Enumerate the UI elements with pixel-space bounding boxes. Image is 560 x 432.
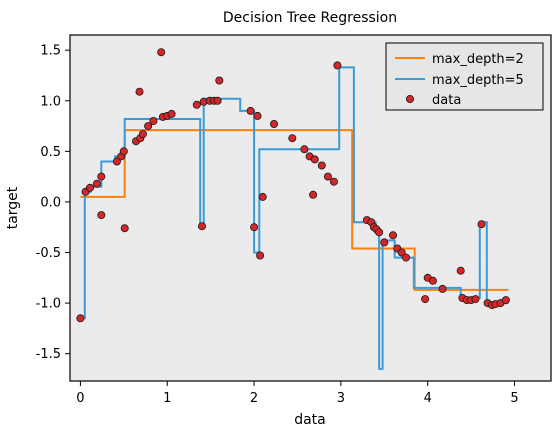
y-tick-label: -1.5	[36, 347, 61, 362]
data-point	[288, 134, 297, 143]
data-point	[119, 147, 128, 156]
data-point	[471, 295, 480, 304]
data-point	[269, 120, 278, 129]
data-point	[144, 122, 153, 131]
data-point	[329, 177, 338, 186]
data-point	[456, 266, 465, 275]
data-point	[317, 161, 326, 170]
data-point	[120, 224, 129, 233]
data-point	[258, 192, 267, 201]
legend: max_depth=2 max_depth=5 data	[385, 42, 544, 111]
data-point	[501, 296, 510, 305]
data-point	[86, 183, 95, 192]
data-point	[246, 106, 255, 115]
data-point	[388, 231, 397, 240]
x-tick-label: 5	[510, 391, 518, 406]
legend-swatch-data	[405, 95, 414, 104]
data-point	[215, 76, 224, 85]
legend-label-max-depth-2: max_depth=2	[432, 52, 524, 67]
chart-title: Decision Tree Regression	[223, 10, 397, 26]
y-tick-label: -1.0	[36, 297, 61, 312]
data-point	[97, 172, 106, 181]
legend-label-data: data	[432, 93, 461, 108]
y-axis: -1.5 -1.0 -0.5 0.0 0.5 1.0 1.5	[36, 44, 70, 362]
data-point	[309, 190, 318, 199]
data-point	[192, 100, 201, 109]
series-line-max-depth-5	[80, 66, 509, 370]
data-point	[76, 314, 85, 323]
series-layer	[76, 48, 510, 370]
y-tick-label: -0.5	[36, 246, 61, 261]
y-tick-label: 0.5	[40, 145, 61, 160]
y-tick-label: 0.0	[40, 195, 61, 210]
data-point	[149, 117, 158, 126]
x-tick-label: 0	[76, 391, 84, 406]
x-axis: 0 1 2 3 4 5	[76, 381, 519, 406]
data-point	[167, 109, 176, 118]
data-point	[380, 238, 389, 247]
data-point	[421, 295, 430, 304]
data-point	[323, 172, 332, 181]
data-point	[375, 228, 384, 237]
data-point	[197, 222, 206, 231]
data-point	[157, 48, 166, 57]
data-point	[300, 145, 309, 154]
y-tick-label: 1.0	[40, 94, 61, 109]
data-point	[438, 284, 447, 293]
data-point	[250, 223, 259, 232]
data-point	[401, 253, 410, 262]
data-point	[477, 220, 486, 229]
data-point	[138, 130, 147, 139]
x-tick-label: 2	[250, 391, 258, 406]
x-tick-label: 3	[337, 391, 345, 406]
x-axis-title: data	[294, 412, 326, 428]
data-point	[397, 248, 406, 257]
data-point	[97, 211, 106, 220]
data-point	[333, 61, 342, 70]
data-point	[428, 276, 437, 285]
x-tick-label: 4	[424, 391, 432, 406]
data-point	[213, 96, 222, 105]
data-point	[92, 179, 101, 188]
data-point	[256, 251, 265, 260]
legend-label-max-depth-5: max_depth=5	[432, 73, 524, 88]
x-tick-label: 1	[163, 391, 171, 406]
plot-frame	[69, 34, 552, 382]
data-point	[310, 155, 319, 164]
data-point	[112, 157, 121, 166]
y-axis-title: target	[5, 186, 21, 229]
data-point	[135, 87, 144, 96]
y-tick-label: 1.5	[40, 44, 61, 59]
data-point	[253, 111, 262, 120]
